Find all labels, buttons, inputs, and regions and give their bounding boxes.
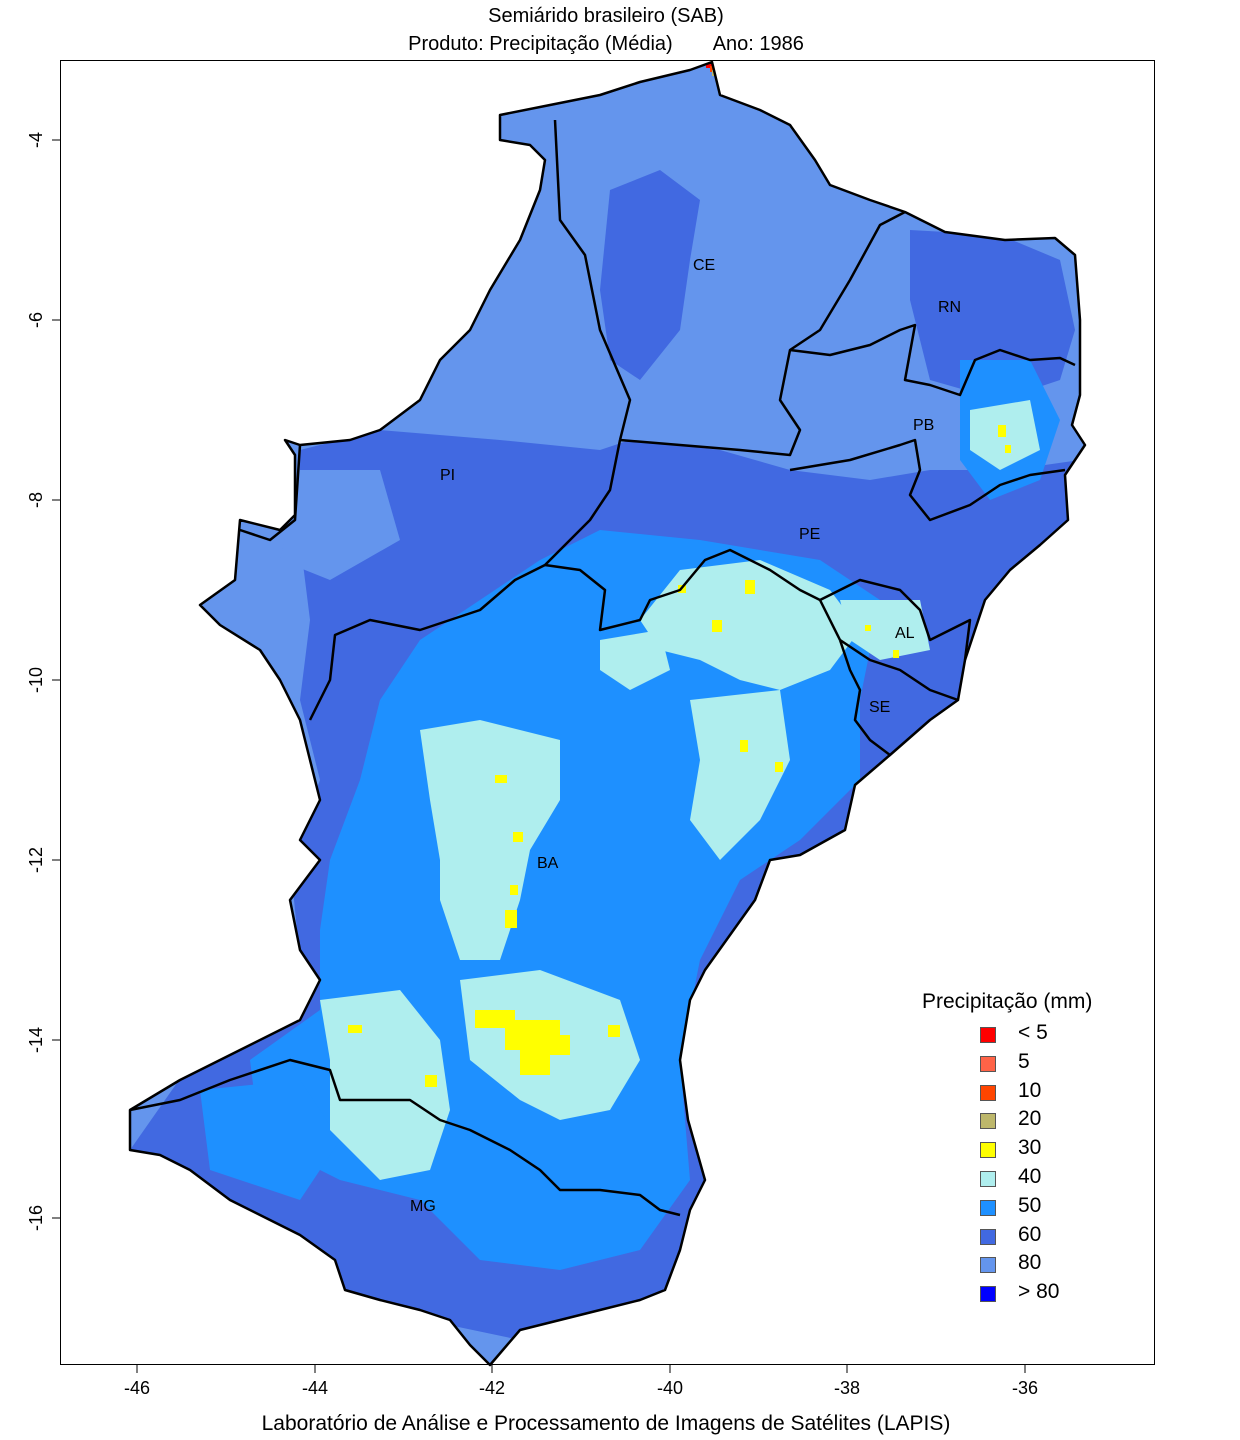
state-labels: CE RN PB PE PI AL SE BA MG (410, 257, 961, 1215)
precipitation-raster (130, 62, 1085, 1365)
legend-item: 30 (922, 1136, 1092, 1168)
x-tick-label: -38 (834, 1378, 860, 1398)
raster-class-40 (320, 990, 450, 1180)
y-tick-label: -12 (26, 847, 46, 873)
raster-class-50 (200, 1080, 340, 1200)
boundary-ce-pi (553, 119, 632, 441)
state-label-mg: MG (410, 1198, 436, 1215)
boundary-ba-mg (129, 1058, 681, 1217)
raster-class-60 (910, 230, 1075, 400)
boundary-pi-outline (239, 444, 302, 542)
raster-class-80 (280, 470, 400, 580)
legend-swatch (980, 1027, 996, 1043)
x-tick-label: -40 (657, 1378, 683, 1398)
raster-class-lt5 (706, 62, 714, 68)
legend-item: 50 (922, 1193, 1092, 1226)
raster-class-40 (690, 690, 790, 860)
legend-label: 80 (1018, 1251, 1042, 1275)
legend-label: 5 (1018, 1049, 1030, 1073)
state-label-rn: RN (938, 299, 961, 316)
legend-item: > 80 (922, 1280, 1092, 1312)
legend-swatch (980, 1055, 996, 1072)
x-tick-label: -44 (302, 1378, 328, 1398)
sab-outline (128, 60, 1087, 1367)
boundary-ba-se (838, 639, 891, 756)
state-label-al: AL (895, 625, 915, 642)
legend-swatch (980, 1113, 996, 1130)
state-label-se: SE (869, 699, 890, 716)
legend: Precipitação (mm) < 5 5 10 20 30 40 50 60 80 > 80 (922, 990, 1092, 1312)
legend-label: 10 (1018, 1078, 1042, 1102)
map-title: Semiárido brasileiro (SAB) (488, 5, 724, 27)
boundary-pb-pe (789, 438, 1066, 522)
legend-item: < 5 (922, 1021, 1092, 1053)
legend-label: > 80 (1018, 1280, 1060, 1304)
boundary-pe-al (819, 578, 972, 661)
state-label-ba: BA (537, 855, 559, 872)
boundary-ce-pe (619, 210, 906, 457)
legend-swatch (980, 1257, 996, 1274)
y-tick-label: -6 (26, 312, 46, 328)
footer-credit: Laboratório de Análise e Processamento d… (261, 1412, 951, 1435)
legend-label: 40 (1018, 1164, 1042, 1188)
state-label-pe: PE (799, 526, 820, 543)
legend-label: 30 (1018, 1136, 1042, 1160)
legend-swatch (980, 1170, 996, 1187)
map-subtitle: Produto: Precipitação (Média) Ano: 1986 (0, 33, 1212, 56)
legend-item: 80 (922, 1251, 1092, 1283)
y-tick-label: -10 (26, 667, 46, 693)
state-label-pb: PB (913, 417, 934, 434)
y-tick-label: -14 (26, 1027, 46, 1053)
legend-swatch (980, 1084, 996, 1101)
raster-class-40 (840, 600, 930, 660)
y-axis-ticks (52, 139, 60, 1219)
state-label-pi: PI (440, 467, 455, 484)
boundary-rn-pb (789, 323, 1076, 397)
legend-swatch (980, 1199, 996, 1216)
legend-swatch (980, 1142, 996, 1159)
legend-item: 10 (922, 1078, 1092, 1111)
legend-label: 50 (1018, 1193, 1042, 1217)
state-boundaries (128, 60, 1087, 1367)
y-tick-label: -4 (26, 132, 46, 148)
legend-item: 5 (922, 1049, 1092, 1082)
x-axis-labels: -46 -44 -42 -40 -38 -36 (124, 1378, 1038, 1398)
raster-class-60 (600, 170, 700, 380)
raster-class-40 (600, 630, 670, 690)
x-axis-ticks (136, 1365, 1026, 1373)
legend-label: < 5 (1018, 1021, 1048, 1044)
product-label: Produto: Precipitação (Média) (408, 33, 673, 55)
legend-swatch (980, 1228, 996, 1245)
plot-frame (60, 60, 1155, 1365)
boundary-al-se (839, 638, 959, 702)
legend-item: 40 (922, 1164, 1092, 1197)
boundary-pi-ba (308, 439, 622, 721)
state-label-ce: CE (693, 257, 715, 274)
year-label: Ano: 1986 (712, 33, 804, 55)
x-tick-label: -36 (1012, 1378, 1038, 1398)
y-tick-label: -16 (26, 1205, 46, 1231)
legend-items: < 5 5 10 20 30 40 50 60 80 > 80 (922, 1021, 1092, 1312)
boundary-pe-ba (544, 548, 842, 641)
legend-item: 60 (922, 1222, 1092, 1255)
legend-label: 20 (1018, 1107, 1042, 1131)
y-axis-labels: -4 -6 -8 -10 -12 -14 -16 (26, 132, 46, 1231)
legend-item: 20 (922, 1107, 1092, 1139)
legend-swatch (980, 1286, 996, 1303)
legend-title: Precipitação (mm) (922, 990, 1093, 1013)
y-tick-label: -8 (26, 492, 46, 508)
legend-label: 60 (1018, 1222, 1042, 1246)
raster-class-40 (420, 720, 560, 960)
x-tick-label: -46 (124, 1378, 150, 1398)
x-tick-label: -42 (479, 1378, 505, 1398)
